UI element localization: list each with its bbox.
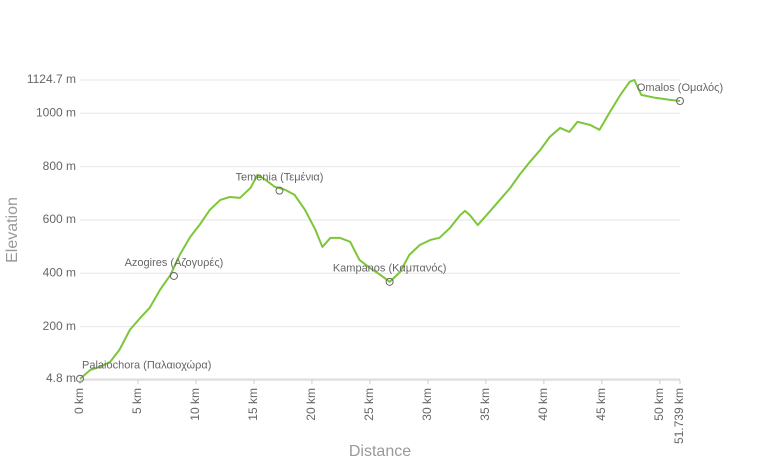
x-tick-label: 35 km xyxy=(478,388,492,421)
waypoint-marker xyxy=(676,96,684,105)
x-tick-label: 40 km xyxy=(536,388,550,421)
waypoint-label: Temenia (Τεμένια) xyxy=(236,172,324,184)
y-tick-label: 1000 m xyxy=(36,105,76,119)
y-tick-label: 1124.7 m xyxy=(27,72,76,86)
y-tick-label: 4.8 m xyxy=(46,371,76,385)
y-tick-label: 200 m xyxy=(43,319,76,333)
waypoint-marker xyxy=(169,271,178,280)
x-tick-label: 50 km xyxy=(652,388,666,421)
x-tick-label: 15 km xyxy=(246,388,260,421)
x-tick-label: 45 km xyxy=(594,388,608,421)
waypoint-label: Kampanos (Καμπανός) xyxy=(333,263,447,275)
waypoint-label: Azogires (Αζογυρές) xyxy=(125,257,224,269)
x-tick-label: 0 km xyxy=(72,388,86,414)
waypoint-label: Omalos (Ομαλός) xyxy=(637,82,723,94)
waypoint-label: Palaiochora (Παλαιοχώρα) xyxy=(82,360,211,372)
y-tick-label: 600 m xyxy=(43,212,76,226)
y-axis-title: Elevation xyxy=(4,197,21,263)
x-tick-label: 30 km xyxy=(420,388,434,421)
waypoint-marker xyxy=(76,374,84,383)
waypoint-marker xyxy=(275,186,284,195)
y-tick-label: 400 m xyxy=(43,265,76,279)
y-tick-label: 800 m xyxy=(43,159,76,173)
x-tick-label: 10 km xyxy=(188,388,202,421)
x-tick-label: 51.739 km xyxy=(672,388,686,444)
x-axis-title: Distance xyxy=(349,443,411,460)
x-tick-label: 20 km xyxy=(304,388,318,421)
x-tick-label: 25 km xyxy=(362,388,376,421)
x-tick-label: 5 km xyxy=(130,388,144,414)
elevation-line xyxy=(79,79,681,380)
waypoint-marker xyxy=(385,277,394,286)
